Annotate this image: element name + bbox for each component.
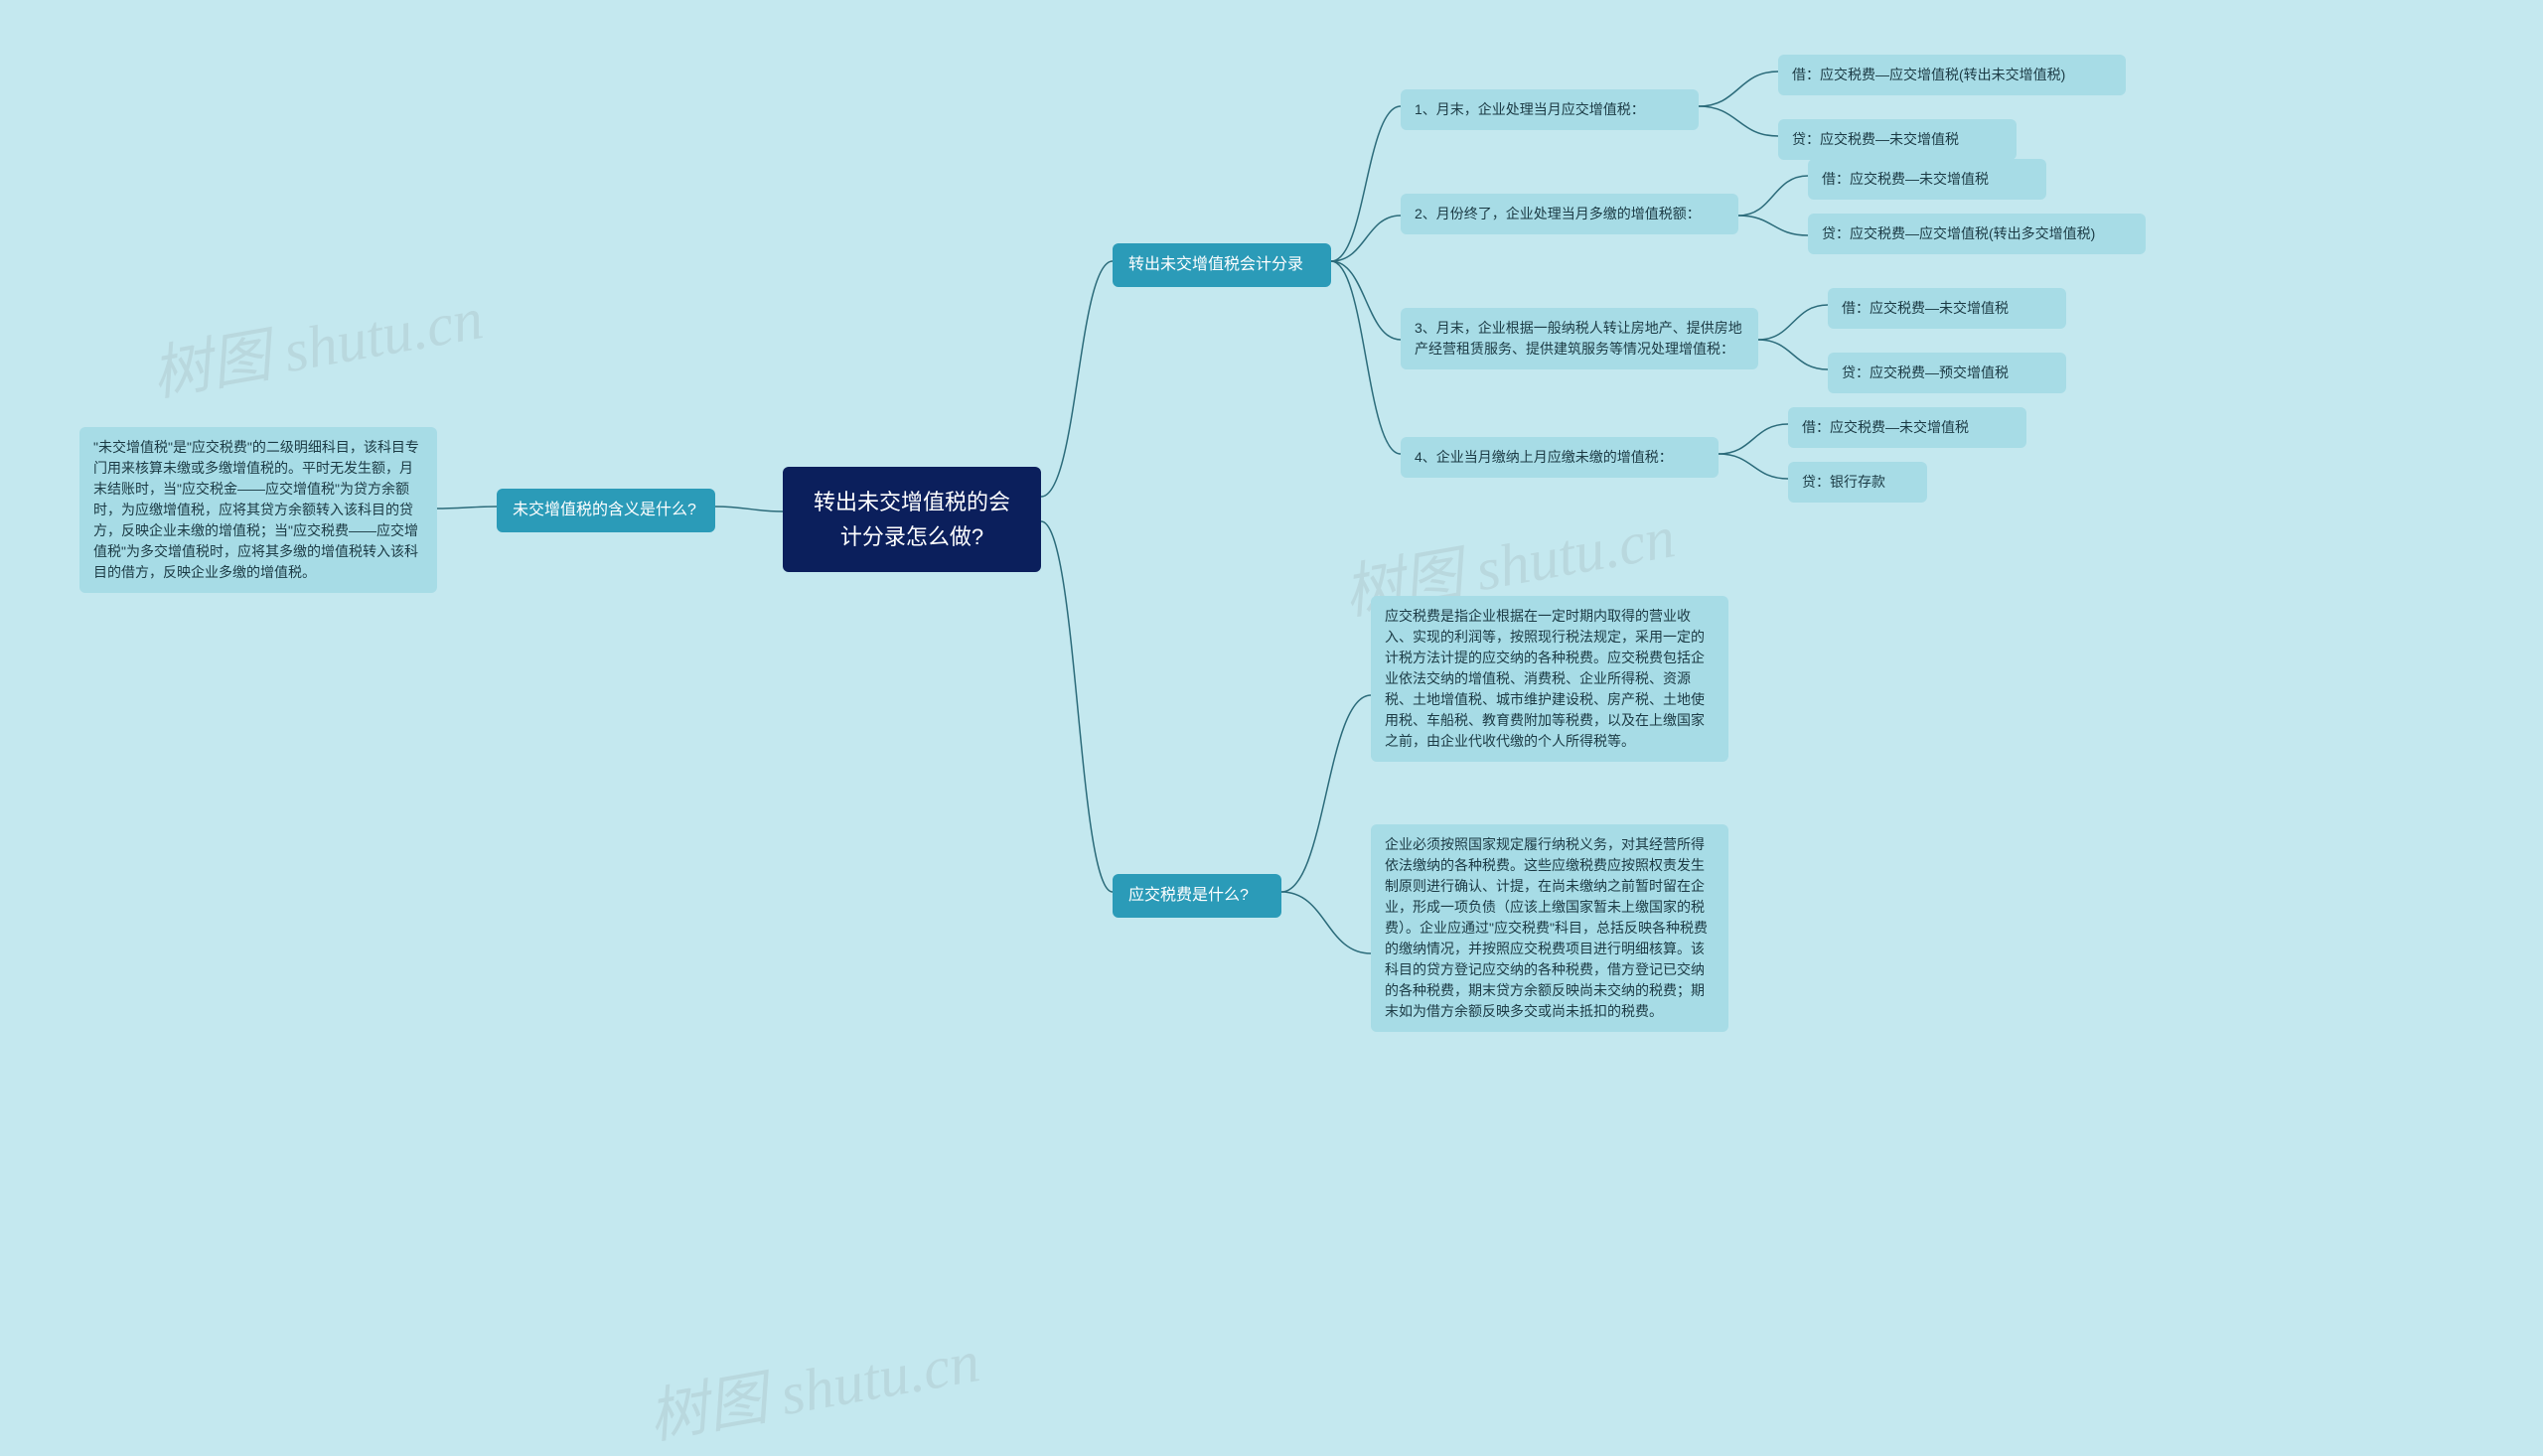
entry-4-debit: 借：应交税费—未交增值税 <box>1788 407 2026 448</box>
entry-2-credit: 贷：应交税费—应交增值税(转出多交增值税) <box>1808 214 2146 254</box>
branch-entries[interactable]: 转出未交增值税会计分录 <box>1113 243 1331 287</box>
entry-4-credit: 贷：银行存款 <box>1788 462 1927 503</box>
entry-4-label[interactable]: 4、企业当月缴纳上月应缴未缴的增值税： <box>1401 437 1719 478</box>
entry-1-credit: 贷：应交税费—未交增值税 <box>1778 119 2017 160</box>
root-node[interactable]: 转出未交增值税的会计分录怎么做? <box>783 467 1041 572</box>
entry-2-label[interactable]: 2、月份终了，企业处理当月多缴的增值税额： <box>1401 194 1738 234</box>
branch-taxfee[interactable]: 应交税费是什么? <box>1113 874 1281 918</box>
entry-1-label[interactable]: 1、月末，企业处理当月应交增值税： <box>1401 89 1699 130</box>
entry-3-debit: 借：应交税费—未交增值税 <box>1828 288 2066 329</box>
entry-3-label[interactable]: 3、月末，企业根据一般纳税人转让房地产、提供房地产经营租赁服务、提供建筑服务等情… <box>1401 308 1758 369</box>
taxfee-def-2: 企业必须按照国家规定履行纳税义务，对其经营所得依法缴纳的各种税费。这些应缴税费应… <box>1371 824 1728 1032</box>
branch-left-meaning[interactable]: 未交增值税的含义是什么? <box>497 489 715 532</box>
entry-3-credit: 贷：应交税费—预交增值税 <box>1828 353 2066 393</box>
entry-2-debit: 借：应交税费—未交增值税 <box>1808 159 2046 200</box>
watermark: 树图 shutu.cn <box>641 1312 985 1455</box>
entry-1-debit: 借：应交税费—应交增值税(转出未交增值税) <box>1778 55 2126 95</box>
leaf-left-meaning-text: "未交增值税"是"应交税费"的二级明细科目，该科目专门用来核算未缴或多缴增值税的… <box>79 427 437 593</box>
connectors <box>0 0 2543 1393</box>
watermark: 树图 shutu.cn <box>144 269 489 412</box>
taxfee-def-1: 应交税费是指企业根据在一定时期内取得的营业收入、实现的利润等，按照现行税法规定，… <box>1371 596 1728 762</box>
